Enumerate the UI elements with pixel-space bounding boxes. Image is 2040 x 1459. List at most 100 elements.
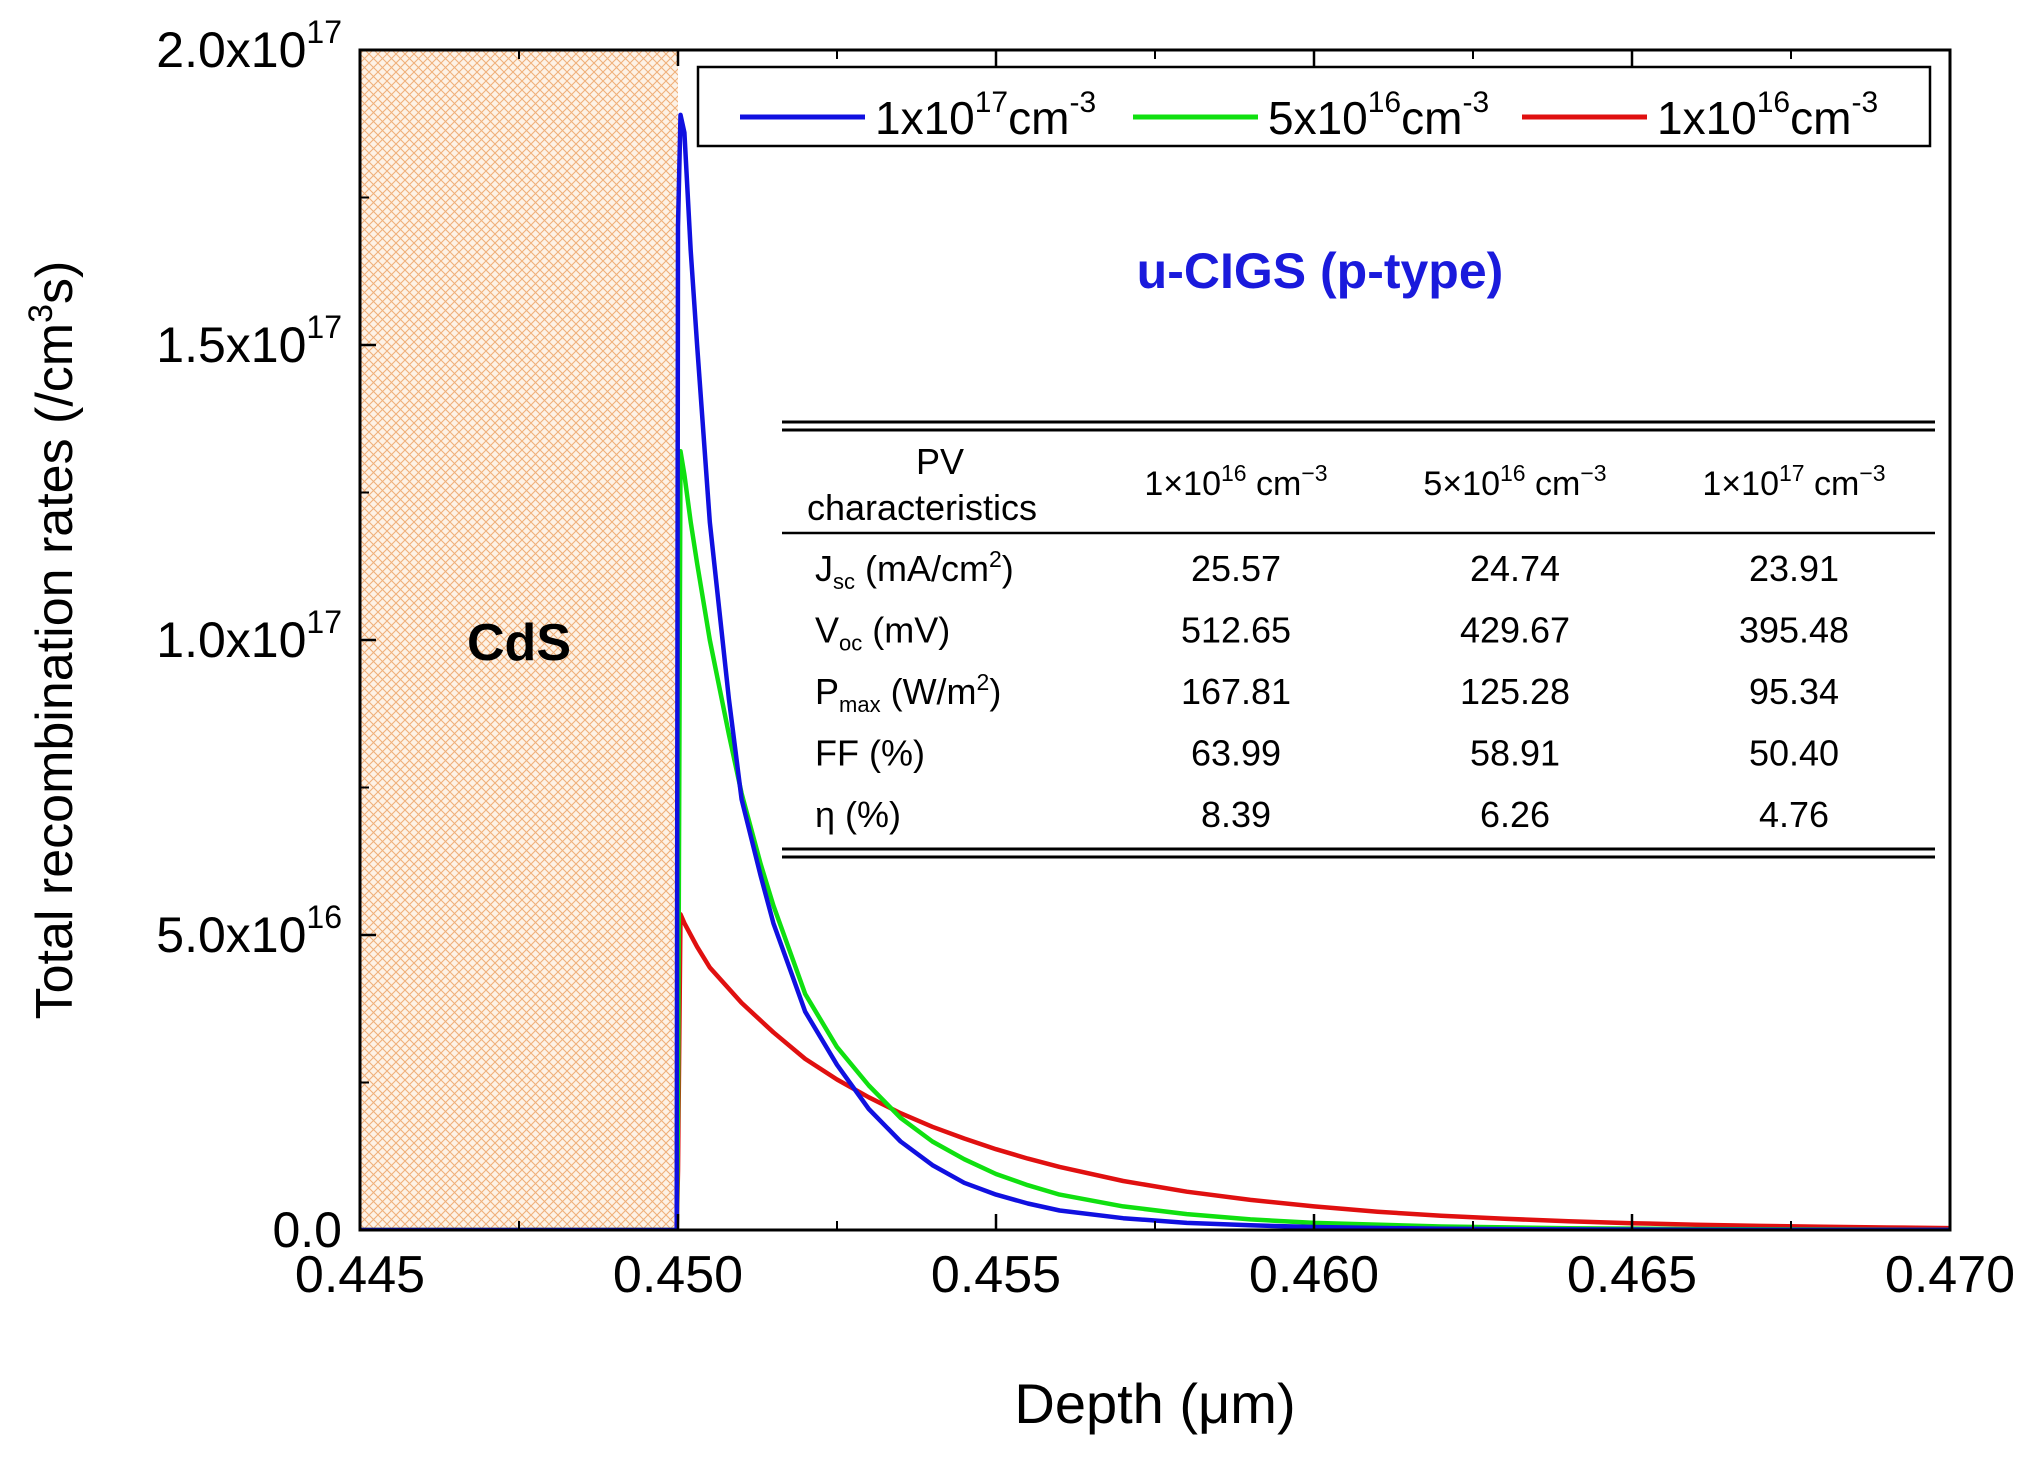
table-header-row-label: characteristics (807, 487, 1037, 528)
table-header-cell: 5×1016 cm−3 (1423, 460, 1606, 503)
cds-region (360, 50, 678, 1230)
legend-base: 5x10 (1268, 92, 1368, 144)
y-tick-mantissa: 2.0x10 (156, 22, 306, 78)
table-cell: 24.74 (1470, 548, 1560, 589)
table-row-unit-close: ) (989, 671, 1001, 712)
material-annotation: u-CIGS (p-type) (1137, 243, 1504, 299)
plot-frame (358, 48, 1952, 1232)
table-row-unit-close: ) (1002, 548, 1014, 589)
legend-base: 1x10 (1657, 92, 1757, 144)
table-row-symbol: η (%) (815, 794, 901, 835)
legend-unit-exp: -3 (1069, 86, 1096, 119)
table-row-label: Jsc (mA/cm2) (815, 546, 1014, 594)
table-row-label: Voc (mV) (815, 610, 950, 656)
table-header-base: 1×10 (1702, 465, 1779, 503)
table-row-unit: (W/m (881, 671, 977, 712)
table-row-subscript: oc (839, 631, 862, 656)
legend-label: 5x1016cm-3 (1268, 86, 1489, 144)
x-tick-label: 0.450 (613, 1246, 743, 1304)
table-cell: 25.57 (1191, 548, 1281, 589)
table-cell: 4.76 (1759, 794, 1829, 835)
y-tick-label: 0.0 (272, 1202, 342, 1258)
table-cell: 95.34 (1749, 671, 1839, 712)
table-header-exp: 16 (1221, 460, 1247, 486)
table-row-symbol: J (815, 548, 833, 589)
table-cell: 6.26 (1480, 794, 1550, 835)
table-cell: 125.28 (1460, 671, 1570, 712)
legend: 1x1017cm-3 5x1016cm-3 1x1016cm-3 (696, 65, 1932, 148)
legend-base: 1x10 (875, 92, 975, 144)
table-row-label: η (%) (815, 794, 901, 835)
table-row-symbol: P (815, 671, 839, 712)
legend-label: 1x1016cm-3 (1657, 86, 1878, 144)
y-axis-label-text: Total recombination rates (/cm (26, 323, 84, 1020)
y-tick-exponent: 17 (306, 309, 342, 345)
y-tick-mantissa: 5.0x10 (156, 907, 306, 963)
y-tick-label: 1.0x1017 (156, 604, 342, 668)
table-header-exp: 16 (1500, 460, 1526, 486)
table-cell: 63.99 (1191, 733, 1281, 774)
table-row-subscript: max (839, 692, 881, 717)
legend-exp: 16 (1757, 86, 1790, 119)
y-tick-label: 2.0x1017 (156, 14, 342, 78)
legend-exp: 17 (975, 86, 1008, 119)
table-row-unit-exp: 2 (977, 669, 990, 695)
y-tick-exponent: 17 (306, 604, 342, 640)
x-tick-label: 0.445 (295, 1246, 425, 1304)
table-cell: 23.91 (1749, 548, 1839, 589)
table-row-unit: (mV) (862, 610, 950, 651)
legend-exp: 16 (1368, 86, 1401, 119)
tick-layer: 0.445 0.450 0.455 0.460 0.465 0.4700.05.0x101… (156, 14, 2015, 1304)
x-tick-label: 0.455 (931, 1246, 1061, 1304)
y-axis-label-tail: s) (26, 261, 84, 304)
table-row-label: Pmax (W/m2) (815, 669, 1001, 717)
table-cell: 512.65 (1181, 610, 1291, 651)
table-header-base: 5×10 (1423, 465, 1500, 503)
table-row-unit: (mA/cm (855, 548, 989, 589)
cds-label: CdS (467, 614, 571, 672)
legend-label: 1x1017cm-3 (875, 86, 1096, 144)
table-cell: 395.48 (1739, 610, 1849, 651)
legend-box (696, 65, 1932, 148)
y-tick-exponent: 16 (306, 899, 342, 935)
legend-unit-exp: -3 (1462, 86, 1489, 119)
y-tick-mantissa: 1.5x10 (156, 317, 306, 373)
table-background (782, 420, 1935, 856)
x-tick-label: 0.465 (1567, 1246, 1697, 1304)
table-header-exp: 17 (1779, 460, 1805, 486)
y-axis-label-exp: 3 (22, 304, 60, 323)
table-header-unit-exp: −3 (1301, 460, 1327, 486)
table-cell: 8.39 (1201, 794, 1271, 835)
x-axis-label: Depth (μm) (1014, 1372, 1295, 1435)
table-header-unit: cm (1526, 465, 1581, 503)
table-cell: 167.81 (1181, 671, 1291, 712)
table-header-unit-exp: −3 (1580, 460, 1606, 486)
table-cell: 429.67 (1460, 610, 1570, 651)
table-header-unit: cm (1805, 465, 1860, 503)
legend-unit: cm (1008, 92, 1069, 144)
y-tick-mantissa: 1.0x10 (156, 612, 306, 668)
table-header-unit-exp: −3 (1859, 460, 1885, 486)
table-header-cell: 1×1017 cm−3 (1702, 460, 1885, 503)
table-row-unit-exp: 2 (989, 546, 1002, 572)
y-tick-exponent: 17 (306, 14, 342, 50)
y-axis-label: Total recombination rates (/cm3s) (22, 261, 84, 1020)
table-header-cell: 1×1016 cm−3 (1144, 460, 1327, 503)
table-header-unit: cm (1247, 465, 1302, 503)
table-cell: 50.40 (1749, 733, 1839, 774)
y-tick-label: 1.5x1017 (156, 309, 342, 373)
legend-unit-exp: -3 (1851, 86, 1878, 119)
table-cell: 58.91 (1470, 733, 1560, 774)
legend-unit: cm (1790, 92, 1851, 144)
legend-unit: cm (1401, 92, 1462, 144)
y-tick-label: 5.0x1016 (156, 899, 342, 963)
series-line (360, 912, 1950, 1230)
table-row-symbol: V (815, 610, 839, 651)
table-row-symbol: FF (%) (815, 733, 925, 774)
x-tick-label: 0.470 (1885, 1246, 2015, 1304)
table-row-subscript: sc (833, 569, 855, 594)
table-row-label: FF (%) (815, 733, 925, 774)
